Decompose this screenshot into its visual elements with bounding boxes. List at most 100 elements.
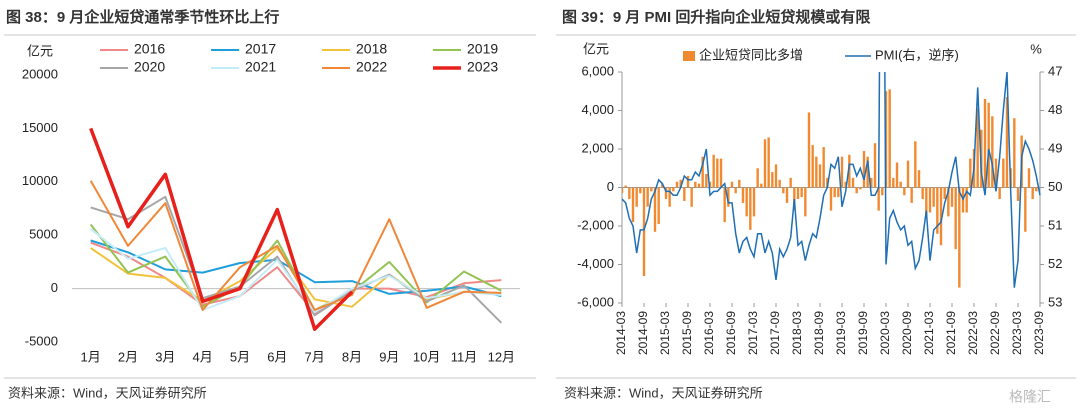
bar (785, 187, 789, 203)
bar (675, 181, 679, 188)
x-tick-label: 2020-09 (900, 311, 914, 355)
bar (1002, 158, 1005, 188)
bar (752, 187, 756, 217)
y-tick-label: 20000 (22, 66, 58, 81)
bar (903, 187, 906, 196)
bar (881, 187, 884, 196)
bar (1031, 187, 1034, 200)
series-line (90, 228, 502, 314)
x-tick-label: 2022-03 (966, 311, 980, 355)
bar (998, 187, 1001, 200)
bar (646, 187, 649, 207)
y-axis-label: 亿元 (27, 43, 53, 58)
bar (716, 158, 719, 188)
x-tick-label: 2016-09 (724, 311, 738, 355)
y-tick-label: 6,000 (581, 63, 614, 78)
legend-label: 2017 (245, 41, 276, 57)
bar (950, 187, 954, 207)
bar (782, 187, 785, 194)
plot-area (622, 72, 1041, 288)
bar (925, 187, 928, 217)
bar (686, 175, 690, 188)
bar (987, 102, 990, 188)
y2-tick-label: 47 (1048, 63, 1062, 78)
bar (664, 187, 668, 200)
x-tick-label: 12月 (488, 349, 515, 364)
y2-tick-label: 50 (1048, 179, 1062, 194)
bar (910, 187, 913, 203)
bar (892, 177, 895, 188)
y-tick-label: 0 (51, 280, 58, 295)
legend-label: 2019 (467, 41, 498, 57)
x-tick-label: 3月 (155, 349, 175, 364)
bar (851, 177, 855, 188)
bar (657, 187, 660, 225)
bar (844, 181, 847, 188)
bar (877, 187, 880, 211)
x-tick-label: 2015-09 (680, 311, 694, 355)
x-tick-label: 11月 (451, 349, 478, 364)
x-tick-label: 2017-03 (746, 311, 760, 355)
x-tick-label: 2017-09 (768, 311, 782, 355)
y-axis-label: 亿元 (583, 41, 609, 56)
x-tick-label: 2014-09 (636, 311, 650, 355)
legend-label: 2023 (467, 59, 498, 75)
bar (859, 187, 862, 190)
x-tick-label: 2023-09 (1032, 311, 1046, 355)
bar (705, 174, 708, 188)
bar (661, 183, 664, 188)
bar (719, 158, 723, 188)
x-tick-label: 2022-09 (988, 311, 1002, 355)
bar (650, 187, 653, 192)
bar (914, 141, 917, 188)
bar (818, 164, 822, 188)
bar (712, 154, 715, 188)
bar (983, 98, 987, 188)
x-tick-label: 2018-09 (812, 311, 826, 355)
bar (895, 162, 899, 188)
series-line (89, 127, 354, 331)
bar (1013, 118, 1016, 188)
bar (804, 187, 807, 217)
bar (921, 187, 924, 200)
bar (738, 179, 741, 188)
source: 资料来源：Wind，天风证券研究所 (564, 385, 763, 400)
x-tick-label: 2014-03 (614, 311, 628, 355)
bar (622, 187, 624, 194)
y-tick-label: 5000 (29, 227, 58, 242)
bar (683, 187, 686, 201)
bar (932, 187, 935, 207)
bar (796, 187, 800, 200)
bar (1016, 187, 1020, 201)
y2-axis-label: % (1030, 41, 1042, 56)
watermark: 格隆汇 (1009, 389, 1051, 405)
bar (628, 187, 631, 200)
chart-title: 图 39：9 月 PMI 回升指向企业短贷规模或有限 (562, 8, 870, 26)
bar (727, 187, 730, 207)
y-tick-label: 10000 (22, 173, 58, 188)
x-tick-label: 7月 (305, 349, 325, 364)
y2-tick-label: 52 (1048, 256, 1062, 271)
bar (829, 187, 833, 211)
bar (947, 187, 950, 217)
bar (760, 183, 763, 188)
y-tick-label: 15000 (22, 120, 58, 135)
bar (672, 187, 675, 192)
bar (928, 187, 932, 213)
x-tick-label: 2021-03 (922, 311, 936, 355)
bar (749, 187, 752, 230)
x-tick-label: 1月 (81, 349, 101, 364)
x-tick-label: 2016-03 (702, 311, 716, 355)
legend-label: 2022 (356, 59, 387, 75)
bar (668, 187, 671, 207)
bar (855, 187, 858, 194)
y-tick-label: -2,000 (577, 217, 614, 232)
x-tick-label: 9月 (379, 349, 399, 364)
bar (815, 156, 818, 188)
x-tick-label: 8月 (342, 349, 362, 364)
x-tick-label: 2015-03 (658, 311, 672, 355)
bar (1005, 97, 1009, 188)
bar (899, 181, 902, 188)
legend-swatch (683, 51, 695, 61)
